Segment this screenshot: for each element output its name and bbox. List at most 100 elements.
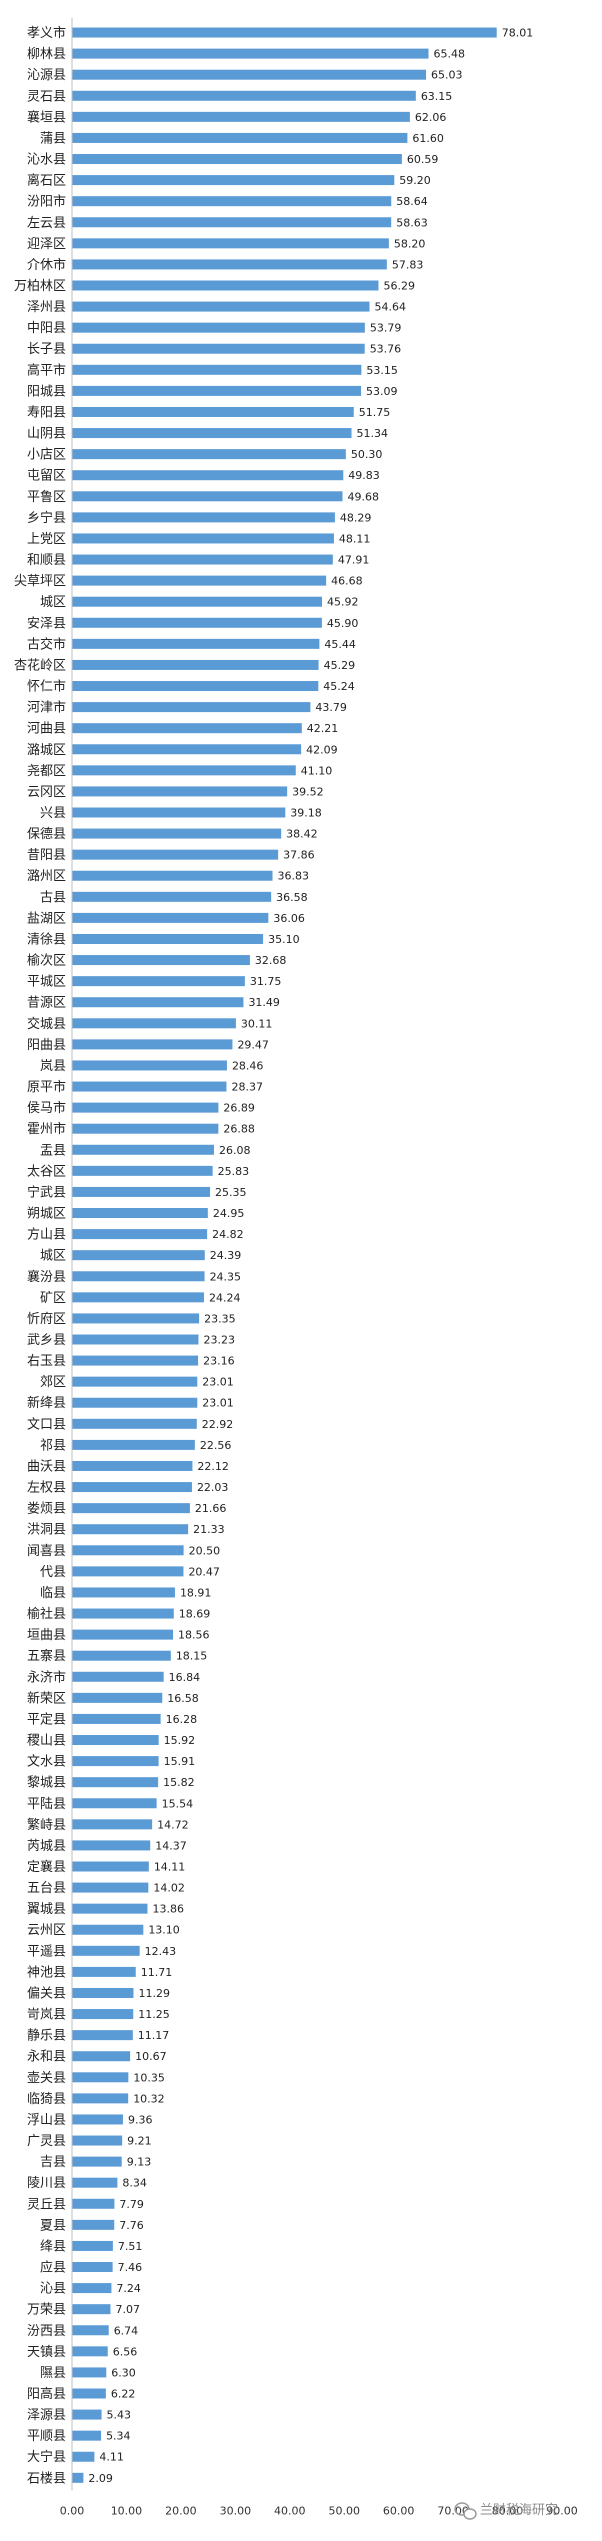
bar-value-label: 18.56	[178, 1629, 210, 1642]
bar	[72, 2177, 118, 2188]
category-label: 宁武县	[27, 1184, 66, 1200]
bar-value-label: 58.63	[396, 216, 428, 229]
bar-value-label: 51.34	[357, 427, 389, 440]
category-label: 平顺县	[27, 2429, 66, 2444]
bar	[72, 849, 279, 860]
bar-value-label: 20.47	[188, 1565, 220, 1578]
category-label: 平鲁区	[27, 490, 66, 505]
bar-value-label: 65.48	[434, 48, 466, 61]
category-label: 平遥县	[27, 1944, 66, 1959]
category-label: 翼城县	[27, 1902, 66, 1917]
bar	[72, 1313, 200, 1324]
bar	[72, 1460, 193, 1471]
bar	[72, 1208, 208, 1219]
bar	[72, 1566, 184, 1577]
bar-value-label: 50.30	[351, 448, 383, 461]
bar-value-label: 14.02	[153, 1882, 185, 1895]
category-label: 原平市	[27, 1079, 66, 1095]
bar-value-label: 23.16	[203, 1355, 235, 1368]
bar	[72, 175, 395, 186]
category-label: 右玉县	[27, 1354, 66, 1369]
bar	[72, 2156, 122, 2167]
category-label: 昔阳县	[27, 848, 66, 863]
category-label: 云冈区	[27, 785, 66, 800]
category-label: 榆次区	[27, 953, 66, 969]
bar	[72, 69, 427, 80]
bar-value-label: 12.43	[145, 1945, 177, 1958]
bar	[72, 1418, 197, 1429]
category-label: 泽源县	[27, 2408, 66, 2423]
bar	[72, 1819, 153, 1830]
category-label: 五寨县	[27, 1648, 66, 1664]
bar	[72, 428, 352, 439]
bar	[72, 1355, 199, 1366]
category-label: 柳林县	[27, 47, 66, 62]
bar	[72, 1397, 198, 1408]
category-label: 灵石县	[27, 89, 66, 104]
category-label: 浮山县	[27, 2113, 66, 2128]
category-label: 忻府区	[27, 1312, 66, 1327]
bar-value-label: 78.01	[502, 27, 533, 40]
bar-value-label: 39.18	[290, 807, 322, 820]
bar-value-label: 36.58	[276, 891, 308, 904]
bar	[72, 301, 370, 312]
bar-value-label: 31.75	[250, 975, 281, 988]
bar	[72, 111, 410, 122]
category-label: 五台县	[27, 1881, 66, 1896]
category-label: 介休市	[27, 257, 66, 273]
bar-value-label: 28.37	[231, 1081, 263, 1094]
bar-value-label: 24.95	[213, 1207, 245, 1220]
category-label: 临猗县	[27, 2092, 66, 2107]
bar-value-label: 63.15	[421, 90, 453, 103]
bar-value-label: 65.03	[431, 69, 463, 82]
bar	[72, 154, 402, 165]
bar	[72, 765, 296, 776]
bar	[72, 1376, 198, 1387]
bar	[72, 659, 319, 670]
bar	[72, 1102, 219, 1113]
bar	[72, 2051, 131, 2062]
category-label: 河津市	[27, 700, 66, 716]
category-label: 永济市	[27, 1669, 66, 1685]
bar-value-label: 24.82	[212, 1228, 244, 1241]
category-label: 左权县	[27, 1480, 66, 1496]
category-label: 安泽县	[27, 616, 66, 631]
bar-value-label: 15.54	[162, 1797, 194, 1810]
bar-value-label: 9.21	[127, 2135, 152, 2148]
bar-value-label: 15.91	[164, 1755, 196, 1768]
category-label: 娄烦县	[27, 1502, 66, 1517]
bar	[72, 1229, 208, 1240]
bar-value-label: 13.10	[148, 1924, 180, 1937]
bar-value-label: 48.11	[339, 532, 371, 545]
category-label: 古交市	[27, 636, 66, 652]
bar	[72, 1503, 190, 1514]
category-label: 高平市	[27, 362, 66, 378]
bar	[72, 2430, 102, 2441]
bar	[72, 470, 344, 481]
category-label: 上党区	[27, 532, 66, 547]
bar-value-label: 35.10	[268, 933, 300, 946]
bar-value-label: 7.79	[119, 2198, 144, 2211]
category-label: 洪洞县	[27, 1523, 66, 1538]
category-label: 平定县	[27, 1712, 66, 1727]
category-label: 汾阳市	[27, 194, 66, 210]
category-label: 襄汾县	[27, 1269, 66, 1285]
bar	[72, 575, 327, 586]
bar-value-label: 2.09	[88, 2472, 113, 2485]
bar	[72, 870, 273, 881]
bar-value-label: 20.50	[189, 1544, 221, 1557]
category-label: 文水县	[27, 1755, 66, 1770]
category-label: 潞城区	[27, 743, 66, 758]
category-label: 石楼县	[27, 2471, 66, 2486]
bar	[72, 1608, 174, 1619]
bar-value-label: 28.46	[232, 1059, 264, 1072]
bar	[72, 2304, 111, 2315]
category-label: 襄垣县	[27, 109, 66, 125]
bar	[72, 744, 302, 755]
bar	[72, 1966, 136, 1977]
bar	[72, 217, 392, 228]
bar-value-label: 58.20	[394, 237, 426, 250]
bar-value-label: 29.47	[237, 1038, 269, 1051]
bar-value-label: 7.24	[116, 2282, 141, 2295]
bar-value-label: 6.22	[111, 2388, 136, 2401]
